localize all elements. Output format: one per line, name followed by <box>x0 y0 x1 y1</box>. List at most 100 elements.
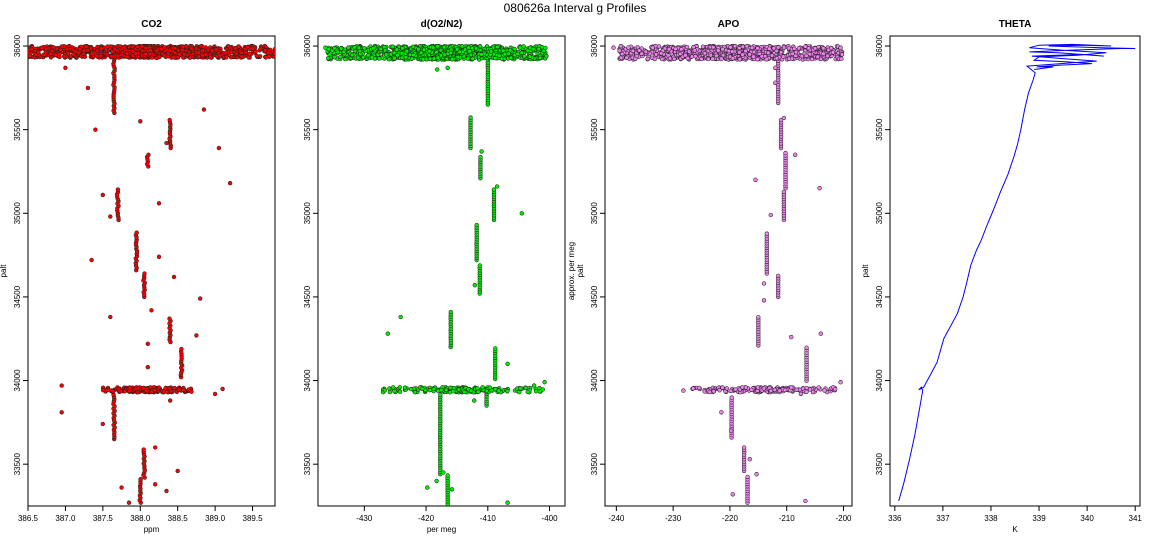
o2n2-data-point <box>371 46 376 51</box>
apo-data-point <box>658 51 664 56</box>
co2-data-point <box>223 50 228 56</box>
o2n2-data-point <box>431 386 436 392</box>
apo-data-point <box>691 386 696 391</box>
o2n2-data-point <box>477 263 482 268</box>
co2-data-point <box>135 44 140 50</box>
o2n2-data-point <box>400 46 405 51</box>
o2n2-data-point <box>506 51 511 56</box>
apo-y-tick-label: 34000 <box>590 369 599 392</box>
apo-data-point <box>745 474 750 480</box>
apo-data-point <box>790 51 795 57</box>
apo-data-point <box>767 46 772 51</box>
co2-data-point <box>59 410 64 415</box>
apo-data-point <box>773 80 778 85</box>
apo-data-point <box>744 44 750 49</box>
apo-data-point <box>789 334 794 340</box>
o2n2-data-point <box>392 56 397 61</box>
o2n2-data-point <box>448 50 453 55</box>
o2n2-data-point <box>431 56 437 61</box>
apo-data-point <box>716 48 721 53</box>
o2n2-data-point <box>533 389 539 394</box>
co2-data-point <box>189 46 194 51</box>
o2n2-data-point <box>494 184 500 189</box>
co2-data-point <box>105 44 110 49</box>
apo-data-point <box>798 391 804 397</box>
o2n2-data-point <box>448 385 453 390</box>
co2-data-point <box>58 47 63 53</box>
co2-data-point <box>108 214 113 219</box>
apo-data-point <box>761 281 767 286</box>
theta-x-axis-label: K <box>1012 525 1018 534</box>
apo-data-point <box>794 387 799 392</box>
co2-data-point <box>67 46 73 52</box>
o2n2-data-point <box>382 44 387 50</box>
apo-data-point <box>660 56 665 62</box>
co2-data-point <box>48 51 53 57</box>
co2-data-point <box>250 46 256 51</box>
apo-data-point <box>624 55 629 60</box>
co2-data-point <box>263 55 269 60</box>
o2n2-data-point <box>517 45 523 50</box>
co2-data-point <box>101 388 106 393</box>
o2n2-data-point <box>341 49 346 55</box>
o2n2-data-point <box>323 45 328 50</box>
theta-plot-frame <box>889 35 1141 507</box>
apo-data-point <box>778 117 784 123</box>
o2n2-data-point <box>536 46 541 52</box>
co2-data-point <box>85 85 91 91</box>
co2-data-point <box>112 47 117 52</box>
theta-y-tick-label: 36000 <box>875 34 884 57</box>
apo-data-point <box>717 388 722 393</box>
theta-panel-title: THETA <box>999 19 1032 30</box>
apo-data-point <box>793 53 798 59</box>
o2n2-y-tick-label: 36000 <box>303 34 312 57</box>
apo-data-point <box>755 57 760 62</box>
o2n2-data-point <box>402 385 408 390</box>
o2n2-y-tick-label: 34500 <box>303 285 312 308</box>
apo-data-point <box>618 43 624 49</box>
co2-y-tick-label: 34000 <box>13 369 22 392</box>
co2-data-point <box>108 314 113 320</box>
o2n2-data-point <box>472 398 477 403</box>
co2-data-point <box>53 52 58 58</box>
apo-data-point <box>711 45 716 50</box>
o2n2-data-point <box>474 222 479 228</box>
apo-data-point <box>617 48 622 53</box>
co2-y-tick-label: 35000 <box>13 202 22 225</box>
apo-data-point <box>783 387 788 393</box>
co2-data-point <box>126 500 132 505</box>
o2n2-data-point <box>338 54 343 60</box>
o2n2-data-point <box>420 386 425 392</box>
co2-data-point <box>181 387 186 393</box>
o2n2-data-point <box>521 44 526 49</box>
o2n2-data-point <box>394 47 399 52</box>
apo-data-point <box>740 52 745 57</box>
co2-x-tick-label: 388.5 <box>168 514 189 523</box>
co2-y-tick-label: 36000 <box>13 34 22 57</box>
apo-data-point <box>815 54 820 59</box>
co2-data-point <box>65 51 71 56</box>
o2n2-data-point <box>412 390 418 395</box>
co2-data-point <box>167 117 172 123</box>
apo-data-point <box>652 56 657 62</box>
o2n2-data-point <box>395 53 400 58</box>
co2-data-point <box>138 477 143 482</box>
o2n2-data-point <box>346 45 351 50</box>
o2n2-data-point <box>434 50 439 55</box>
co2-data-point <box>187 55 193 60</box>
apo-y-axis-label: palt <box>576 264 585 278</box>
apo-data-point <box>732 43 738 49</box>
apo-data-point <box>818 331 823 336</box>
co2-data-point <box>194 46 199 51</box>
o2n2-data-point <box>544 53 549 59</box>
o2n2-data-point <box>332 46 337 51</box>
o2n2-data-point <box>387 389 393 395</box>
o2n2-data-point <box>448 309 453 315</box>
co2-data-point <box>149 389 154 395</box>
apo-data-point <box>768 388 774 394</box>
o2n2-data-point <box>387 57 392 62</box>
apo-data-point <box>719 410 724 415</box>
apo-data-point <box>697 385 702 391</box>
apo-data-point <box>753 177 758 182</box>
co2-data-point <box>161 389 166 394</box>
